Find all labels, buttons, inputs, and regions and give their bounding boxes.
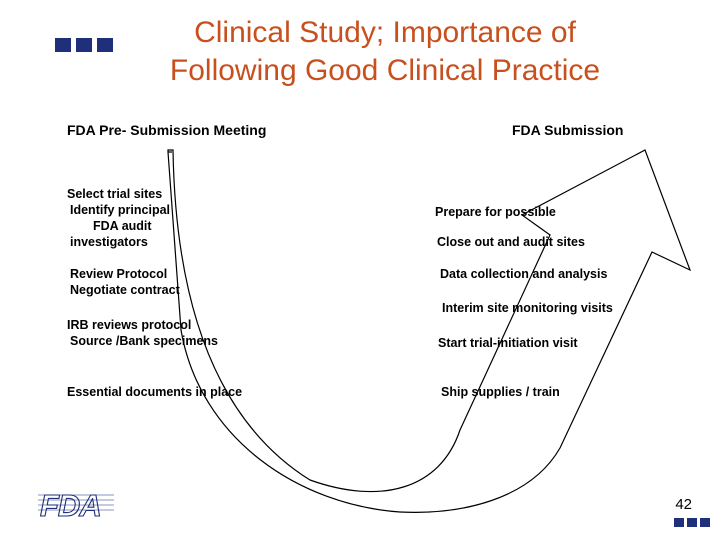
left-step-line: Source /Bank specimens	[70, 334, 218, 348]
left-step-line: Essential documents in place	[67, 385, 243, 399]
right-step-interim-monitoring: Interim site monitoring visits	[442, 301, 613, 315]
fda-logo-text: FDA	[40, 488, 101, 521]
heading-pre-submission: FDA Pre- Submission Meeting	[67, 122, 267, 138]
decorative-bullets-icon	[674, 518, 710, 527]
page-number: 42	[675, 496, 692, 513]
left-step-line: investigators	[70, 235, 148, 249]
left-step-line: IRB reviews protocol	[67, 318, 192, 332]
heading-fda-submission: FDA Submission	[512, 122, 624, 138]
left-step-line: FDA audit	[93, 219, 152, 233]
left-step-line: Review Protocol	[70, 267, 168, 281]
slide-title: Clinical Study; Importance of Following …	[120, 14, 650, 90]
slide-title-line-2: Following Good Clinical Practice	[169, 54, 601, 87]
left-step-review-protocol: Review Protocol Negotiate contract	[70, 266, 180, 298]
left-step-essential-documents: Essential documents in place	[67, 384, 242, 400]
slide-title-line-1: Clinical Study; Importance of	[194, 16, 576, 49]
right-step-ship-supplies: Ship supplies / train	[441, 385, 560, 399]
right-step-prepare: Prepare for possible	[435, 205, 556, 219]
right-step-close-out: Close out and audit sites	[437, 235, 585, 249]
right-step-start-trial: Start trial-initiation visit	[438, 336, 578, 350]
left-step-line: Select trial sites	[67, 187, 163, 201]
decorative-bullets-icon	[55, 38, 113, 52]
fda-logo: FDA	[38, 487, 114, 521]
left-step-line: Negotiate contract	[70, 283, 180, 297]
left-step-line: Identify principal	[70, 203, 171, 217]
left-step-select-sites: Select trial sites Identify principal FD…	[67, 186, 170, 250]
right-step-data-collection: Data collection and analysis	[440, 267, 608, 281]
left-step-irb-review: IRB reviews protocol Source /Bank specim…	[67, 317, 218, 349]
